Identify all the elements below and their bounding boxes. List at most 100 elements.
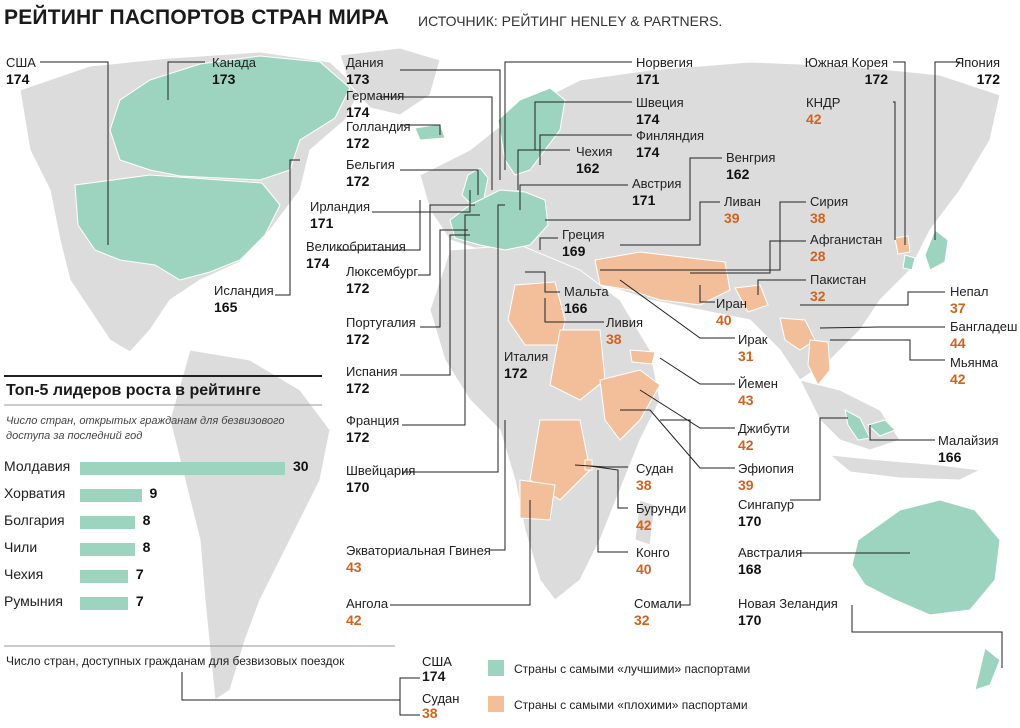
- label-congo: Конго 40: [636, 545, 670, 578]
- label-djibouti: Джибути 42: [738, 421, 790, 454]
- label-belgium: Бельгия 172: [346, 157, 395, 190]
- top5-row-name: Чехия: [4, 566, 44, 582]
- label-new-zealand: Новая Зеландия 170: [738, 596, 838, 629]
- label-ethiopia: Эфиопия 39: [738, 461, 794, 494]
- greenland-land: [339, 47, 441, 116]
- label-malta: Мальта 166: [564, 284, 609, 317]
- top5-row-name: Болгария: [4, 512, 65, 528]
- top5-bar: [80, 462, 285, 475]
- yemen-shape: [629, 349, 656, 365]
- label-usa: США 174: [6, 55, 36, 88]
- madagascar-land: [634, 499, 656, 546]
- label-germany: Германия 174: [346, 88, 405, 121]
- label-myanmar: Мьянма 42: [950, 355, 998, 388]
- label-afghanistan: Афганистан 28: [810, 232, 883, 265]
- footer-example-worst: Судан 38: [422, 691, 460, 722]
- label-north-korea: КНДР 42: [806, 95, 841, 128]
- new-zealand-shape: [974, 647, 1001, 691]
- legend-worst-swatch: [488, 696, 504, 712]
- scandinavia-shape: [497, 87, 566, 176]
- label-singapore: Сингапур 170: [738, 497, 795, 530]
- nepal-bangladesh-shape: [779, 317, 816, 351]
- label-austria: Австрия 171: [632, 176, 682, 209]
- usa-shape: [74, 174, 281, 281]
- label-sweden: Швеция 174: [636, 95, 684, 128]
- label-iraq: Ирак 31: [738, 332, 768, 365]
- south-america-land: [169, 349, 331, 701]
- japan-shape: [924, 229, 949, 271]
- label-eq-guinea: Экваториальная Гвинея 43: [346, 543, 491, 576]
- label-switzerland: Швейцария 170: [346, 463, 416, 496]
- middle-east-shape: [594, 251, 731, 306]
- label-bangladesh: Бангладеш 44: [950, 319, 1018, 352]
- sudan-shape: [549, 329, 606, 401]
- burundi-shape: [584, 459, 593, 471]
- best-countries: [74, 55, 1001, 691]
- top5-value: 30: [293, 458, 309, 474]
- label-france: Франция 172: [346, 413, 400, 446]
- footer-label: Число стран, доступных гражданам для без…: [6, 654, 345, 668]
- label-spain: Испания 172: [346, 364, 398, 397]
- top5-row-name: Хорватия: [4, 485, 66, 501]
- top5-bar: [80, 489, 142, 502]
- top5-value: 7: [135, 566, 144, 582]
- label-libya: Ливия 38: [606, 315, 644, 348]
- top5-row-name: Румыния: [4, 593, 64, 609]
- label-malaysia: Малайзия 166: [938, 433, 999, 466]
- label-iceland: Исландия 165: [214, 283, 274, 316]
- label-uk: Великобритания 174: [306, 239, 406, 272]
- top5-bar: [80, 597, 128, 610]
- source-note: ИСТОЧНИК: РЕЙТИНГ HENLEY & PARTNERS.: [418, 13, 723, 29]
- label-denmark: Дания 173: [346, 55, 384, 88]
- label-yemen: Йемен 43: [738, 376, 778, 409]
- label-netherlands: Голландия 172: [346, 119, 411, 152]
- horn-of-africa-shape: [599, 369, 661, 441]
- congo-shape: [529, 419, 591, 501]
- north-korea-shape: [894, 235, 911, 255]
- top5-row-name: Молдавия: [4, 458, 71, 474]
- australia-shape: [851, 499, 1001, 616]
- top5-bar: [80, 543, 135, 556]
- label-sudan: Судан 38: [636, 461, 674, 494]
- label-finland: Финляндия 174: [636, 128, 705, 161]
- label-greece: Греция 169: [562, 227, 605, 260]
- legend-best-swatch: [488, 660, 504, 676]
- label-italy: Италия 172: [504, 349, 549, 382]
- legend-worst-text: Страны с самыми «плохими» паспортами: [514, 698, 748, 712]
- footer-example-best: США 174: [422, 654, 452, 685]
- label-portugal: Португалия 172: [346, 315, 416, 348]
- top5-title: Топ-5 лидеров роста в рейтинге: [6, 382, 261, 399]
- label-somalia: Сомали 32: [634, 596, 682, 629]
- pakistan-shape: [734, 284, 769, 313]
- page-title: РЕЙТИНГ ПАСПОРТОВ СТРАН МИРА: [4, 6, 389, 29]
- top5-subtitle: Число стран, открытых гражданам для безв…: [6, 415, 285, 442]
- label-syria: Сирия 38: [810, 194, 849, 227]
- indonesia-land: [828, 454, 982, 481]
- top5-value: 8: [142, 512, 151, 528]
- top5-bar: [80, 570, 128, 583]
- label-japan: Япония 172: [954, 55, 1000, 88]
- label-pakistan: Пакистан 32: [810, 272, 867, 305]
- leader-lines: [40, 61, 1003, 716]
- label-norway: Норвегия 171: [636, 55, 693, 88]
- south-korea-shape: [902, 254, 916, 271]
- label-luxembourg: Люксембург 172: [346, 264, 419, 297]
- label-angola: Ангола 42: [346, 596, 389, 629]
- label-nepal: Непал 37: [950, 284, 989, 317]
- label-canada: Канада 173: [212, 55, 257, 88]
- worst-countries: [507, 235, 911, 521]
- label-czech: Чехия 162: [576, 144, 613, 177]
- myanmar-shape: [807, 339, 831, 386]
- label-iran: Иран 40: [716, 296, 747, 329]
- canada-shape: [109, 55, 351, 181]
- top5-row-name: Чили: [4, 539, 38, 555]
- label-south-korea: Южная Корея 172: [804, 55, 888, 88]
- top5-value: 9: [149, 485, 158, 501]
- label-hungary: Венгрия 162: [726, 150, 776, 183]
- label-ireland: Ирландия 171: [310, 199, 371, 232]
- top5-value: 8: [142, 539, 151, 555]
- label-burundi: Бурунди 42: [636, 501, 687, 534]
- top5-bar: [80, 516, 135, 529]
